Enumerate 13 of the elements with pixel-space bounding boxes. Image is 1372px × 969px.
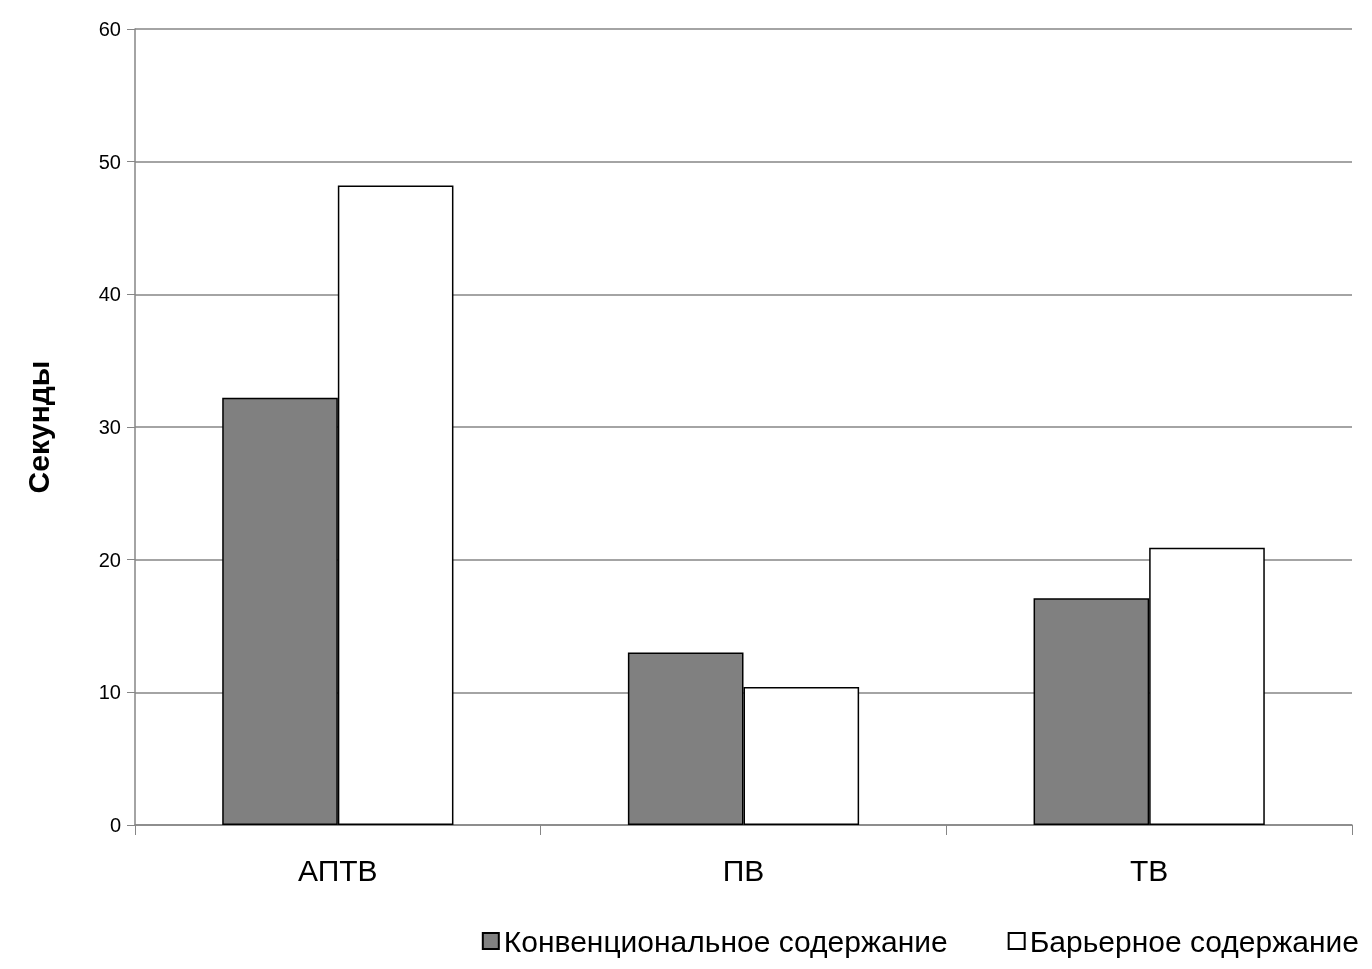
y-tick-label: 20 — [98, 548, 121, 571]
x-tick-label: ТВ — [1129, 853, 1169, 887]
x-tick-label: ПВ — [722, 853, 765, 887]
y-tick-label: 50 — [98, 150, 121, 173]
legend-label: Барьерное содержание — [1029, 924, 1359, 958]
y-tick-label: 30 — [98, 416, 121, 438]
y-tick-label: 40 — [98, 283, 121, 306]
x-tick-label: АПТВ — [298, 853, 378, 887]
y-tick-label: 0 — [109, 814, 121, 836]
y-tick-label: 10 — [98, 681, 121, 704]
y-axis-title: Секунды — [21, 360, 55, 494]
legend-label: Конвенциональное содержание — [503, 924, 948, 958]
y-tick-label: 60 — [98, 18, 121, 40]
